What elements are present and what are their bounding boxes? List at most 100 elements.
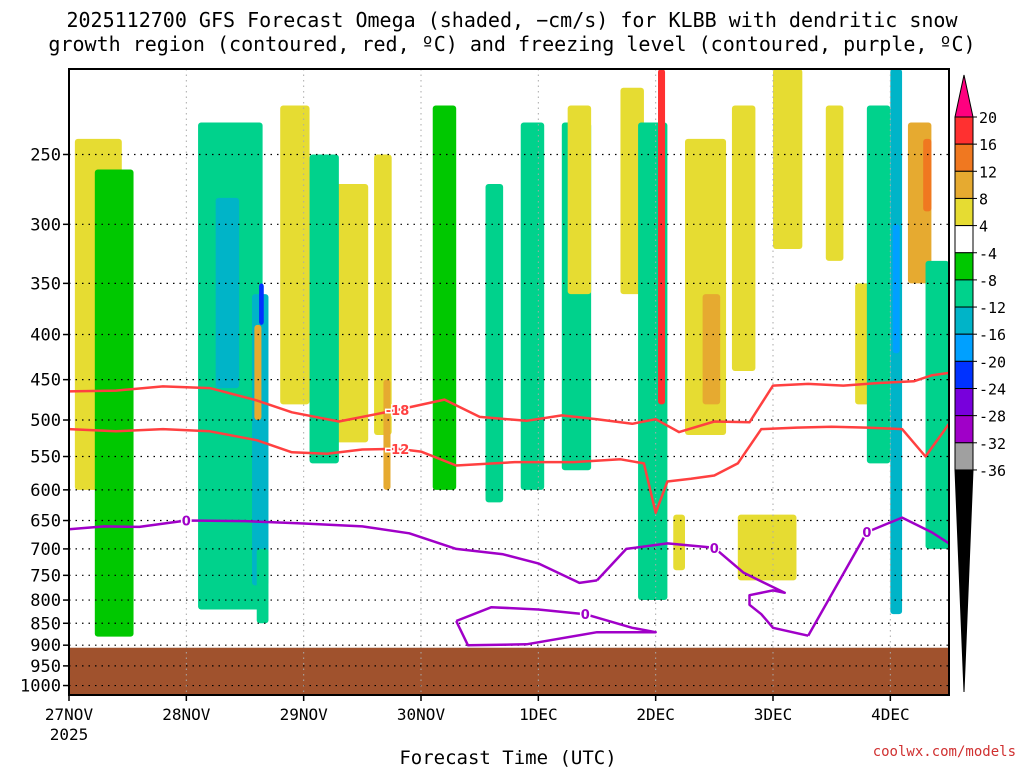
colorbar-box-9: [954, 360, 974, 390]
chart-title-line-1: 2025112700 GFS Forecast Omega (shaded, −…: [66, 8, 958, 32]
colorbar-box-8: [954, 333, 974, 362]
dgz-contour-line-0: [69, 371, 949, 434]
omega-region-13: [432, 105, 457, 490]
omega-region-27: [866, 105, 891, 464]
colorbar-box-5: [954, 252, 974, 281]
omega-region-3: [215, 197, 240, 389]
colorbar-box-4: [954, 225, 974, 254]
colorbar-label-13: -36: [979, 462, 1006, 480]
colorbar-label-3: 8: [979, 190, 988, 208]
x-tick-label-4DEC: 4DEC: [871, 705, 910, 724]
omega-region-22: [702, 294, 721, 405]
omega-region-17: [567, 105, 592, 295]
omega-region-23: [731, 105, 756, 372]
omega-region-1: [94, 169, 134, 637]
y-tick-label-850: 850: [30, 614, 61, 634]
colorbar-box-1: [954, 143, 974, 172]
y-tick-label-300: 300: [30, 215, 61, 235]
y-tick-label-950: 950: [30, 657, 61, 677]
y-tick-label-800: 800: [30, 591, 61, 611]
omega-region-29: [892, 224, 900, 354]
x-tick-sublabel-year: 2025: [50, 725, 89, 744]
x-tick-label-29NOV: 29NOV: [280, 705, 329, 724]
omega-region-12: [383, 379, 391, 490]
chart-title-line-2: growth region (contoured, red, ºC) and f…: [48, 32, 976, 56]
credit-text: coolwx.com/models: [873, 744, 1016, 760]
colorbar-extend-bottom: [954, 469, 974, 693]
colorbar-label-6: -8: [979, 272, 997, 290]
colorbar-box-0: [954, 116, 974, 145]
dgz-contour-label-1: -12: [386, 443, 410, 458]
dgz-contour-label-0: -18: [386, 404, 410, 419]
colorbar-box-7: [954, 306, 974, 335]
y-tick-label-750: 750: [30, 566, 61, 586]
freezing-level-contour-label-3: 0: [581, 608, 590, 623]
y-tick-label-600: 600: [30, 481, 61, 501]
x-tick-label-2DEC: 2DEC: [636, 705, 675, 724]
omega-region-32: [925, 260, 949, 549]
colorbar: 20 16 12 8 4 -4 -8 -12 -16 -20 -24 -28 -32 -36: [954, 74, 1006, 693]
freezing-level-contour-label-1: 0: [710, 542, 719, 557]
y-tick-label-550: 550: [30, 448, 61, 468]
colorbar-label-12: -32: [979, 435, 1006, 453]
freezing-level-contour-line-3: [455, 605, 657, 647]
omega-region-6: [256, 548, 269, 624]
colorbar-box-6: [954, 279, 974, 308]
omega-region-14: [485, 183, 504, 503]
omega-region-25: [825, 105, 844, 261]
omega-region-8: [280, 105, 310, 405]
freezing-level-contour-label-0: 0: [182, 515, 191, 530]
colorbar-label-9: -20: [979, 353, 1006, 371]
x-tick-label-30NOV: 30NOV: [397, 705, 446, 724]
y-tick-label-400: 400: [30, 326, 61, 346]
omega-region-34: [673, 514, 685, 571]
colorbar-label-10: -24: [979, 381, 1006, 399]
omega-region-5: [254, 324, 262, 421]
freezing-level-contour-line-0: [69, 519, 598, 585]
colorbar-label-1: 16: [979, 136, 997, 154]
colorbar-extend-top: [954, 74, 974, 118]
y-tick-label-1000: 1000: [20, 677, 61, 697]
omega-region-24: [773, 69, 803, 250]
colorbar-label-4: 4: [979, 218, 988, 236]
plot-area: [69, 69, 949, 695]
colorbar-label-7: -12: [979, 299, 1006, 317]
colorbar-box-2: [954, 170, 974, 199]
freezing-level-contour-line-1: [596, 542, 809, 637]
colorbar-label-2: 12: [979, 163, 997, 181]
omega-region-20: [658, 69, 666, 405]
freezing-level-contour-label-2: 0: [862, 526, 871, 541]
freezing-level-contour-line-2: [807, 516, 949, 637]
colorbar-box-11: [954, 415, 974, 444]
colorbar-box-12: [954, 442, 974, 471]
colorbar-label-5: -4: [979, 245, 997, 263]
colorbar-label-11: -28: [979, 408, 1006, 426]
colorbar-label-0: 20: [979, 109, 997, 127]
contour-layer: -18 -12 0 0 0 0: [69, 371, 949, 647]
y-tick-label-700: 700: [30, 540, 61, 560]
omega-region-10: [309, 154, 339, 464]
y-tick-label-250: 250: [30, 145, 61, 165]
omega-region-15: [520, 122, 545, 490]
x-axis: 27NOV 28NOV 29NOV 30NOV 1DEC 2DEC 3DEC 4DEC 2025: [45, 695, 910, 744]
x-tick-label-1DEC: 1DEC: [519, 705, 558, 724]
y-tick-label-900: 900: [30, 636, 61, 656]
omega-region-7: [259, 283, 264, 325]
dgz-contour-line-1: [69, 423, 949, 515]
x-tick-label-27NOV: 27NOV: [45, 705, 94, 724]
colorbar-label-8: -16: [979, 326, 1006, 344]
colorbar-box-3: [954, 197, 974, 227]
plot-frame: [68, 68, 950, 696]
x-tick-label-3DEC: 3DEC: [754, 705, 793, 724]
omega-region-11: [374, 154, 392, 436]
y-tick-label-650: 650: [30, 512, 61, 532]
x-axis-label: Forecast Time (UTC): [399, 747, 616, 768]
x-tick-label-28NOV: 28NOV: [162, 705, 211, 724]
y-tick-label-450: 450: [30, 371, 61, 391]
omega-region-33: [737, 514, 797, 581]
colorbar-box-10: [954, 388, 974, 417]
y-axis: 2503003504004505005506006507007508008509…: [20, 145, 69, 697]
omega-region-31: [923, 138, 932, 212]
y-tick-label-350: 350: [30, 274, 61, 294]
